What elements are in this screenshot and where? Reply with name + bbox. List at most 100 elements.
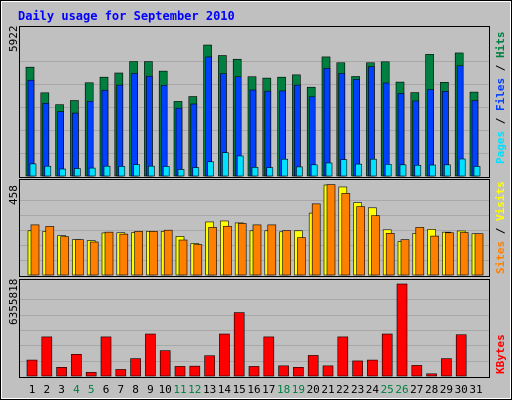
bar-sites	[178, 239, 188, 276]
bar-kbytes	[159, 350, 171, 377]
bar-files	[131, 73, 138, 177]
bar-pages	[370, 158, 377, 177]
bar-files	[160, 85, 168, 177]
bar-files	[205, 56, 212, 177]
bar-sites	[459, 232, 469, 276]
day-label: 13	[203, 383, 216, 396]
legend-entry: Pages	[494, 131, 507, 164]
legend-hits-files-pages: Pages / Files / Hits	[494, 32, 507, 165]
bar-kbytes	[115, 369, 127, 377]
bar-pages	[414, 164, 422, 177]
day-label: 31	[469, 383, 482, 396]
bar-files	[57, 111, 64, 177]
bar-sites	[341, 193, 351, 276]
day-label: 23	[351, 383, 364, 396]
bar-pages	[29, 163, 37, 177]
bar-sites	[104, 231, 114, 276]
day-label: 22	[336, 383, 349, 396]
bar-kbytes	[367, 359, 378, 377]
legend-entry: Hits	[494, 32, 507, 65]
bar-files	[146, 75, 153, 177]
legend-visits-sites: Sites / Visits	[494, 181, 507, 274]
day-label: 19	[292, 383, 305, 396]
day-label: 17	[262, 383, 275, 396]
bar-kbytes	[307, 355, 319, 377]
bar-kbytes	[455, 334, 467, 377]
bar-pages	[59, 168, 66, 177]
bar-pages	[162, 166, 170, 177]
bar-sites	[282, 230, 291, 276]
legend-entry: /	[494, 117, 507, 131]
day-label: 3	[58, 383, 65, 396]
day-label: 10	[159, 383, 172, 396]
bar-files	[86, 101, 94, 177]
bar-kbytes	[100, 336, 112, 377]
bar-pages	[133, 164, 140, 177]
bar-pages	[325, 162, 333, 177]
bar-pages	[148, 165, 155, 177]
day-label: 5	[88, 383, 95, 396]
chart-title: Daily usage for September 2010	[18, 9, 235, 23]
bar-files	[294, 84, 301, 177]
panel-kbytes	[19, 279, 490, 378]
bar-pages	[399, 164, 407, 177]
bar-pages	[118, 166, 126, 177]
bar-pages	[458, 158, 466, 177]
hits-files-pages-bars	[20, 44, 489, 177]
bar-files	[190, 103, 198, 177]
bar-kbytes	[71, 353, 82, 377]
legend-entry: Visits	[494, 181, 507, 227]
bar-sites	[415, 227, 425, 276]
bar-sites	[237, 223, 247, 276]
bar-pages	[103, 165, 111, 177]
bar-files	[101, 89, 109, 177]
legend-entry: /	[494, 227, 507, 241]
day-label: 12	[188, 383, 201, 396]
max-label-kbytes: 6355818	[7, 279, 20, 325]
bar-kbytes	[441, 358, 452, 377]
bar-sites	[326, 184, 336, 276]
bar-sites	[252, 224, 262, 276]
day-labels: 1 2 3 4 5 6 7 8 9 10 11 12 13 14 15 16 17 18 19 20 21 22 23 24 2…	[29, 383, 483, 396]
legend-entry: Sites	[494, 241, 507, 274]
bar-sites	[371, 215, 380, 276]
day-label: 29	[440, 383, 453, 396]
bar-sites	[134, 231, 143, 276]
day-label: 18	[277, 383, 290, 396]
bar-pages	[192, 167, 200, 177]
bar-files	[175, 107, 183, 177]
bar-sites	[400, 239, 410, 276]
bar-files	[27, 79, 35, 177]
day-label: 7	[117, 383, 124, 396]
bar-kbytes	[56, 367, 67, 377]
bar-kbytes	[85, 372, 97, 377]
bar-sites	[60, 236, 69, 276]
legend-kbytes: KBytes	[494, 334, 507, 374]
day-label: 11	[173, 383, 186, 396]
bar-files	[42, 102, 50, 177]
bar-kbytes	[337, 336, 349, 377]
bar-sites	[430, 235, 439, 276]
bar-sites	[208, 227, 217, 276]
bar-pages	[177, 169, 185, 177]
bar-pages	[384, 164, 392, 177]
bar-sites	[297, 237, 306, 276]
bar-pages	[44, 165, 52, 177]
bar-pages	[429, 164, 436, 177]
bar-sites	[30, 224, 40, 276]
bar-sites	[75, 239, 84, 276]
bar-pages	[444, 164, 451, 177]
bar-sites	[223, 225, 232, 276]
bar-sites	[193, 244, 203, 276]
bar-pages	[266, 167, 274, 177]
bar-pages	[74, 168, 81, 177]
bar-sites	[356, 206, 365, 276]
bar-pages	[88, 167, 96, 177]
bar-kbytes	[130, 358, 141, 377]
day-label: 28	[425, 383, 438, 396]
bar-files	[249, 89, 257, 177]
bar-pages	[473, 166, 481, 177]
max-label-hits: 5922	[7, 26, 20, 53]
bar-sites	[445, 232, 454, 276]
